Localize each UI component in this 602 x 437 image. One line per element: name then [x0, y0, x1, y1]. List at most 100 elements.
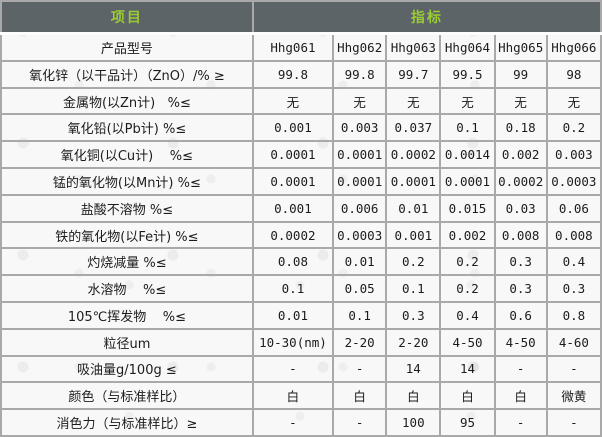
cell-value: 0.01 [385, 193, 442, 223]
row-label: 氧化铜(以Cu计) %≤ [0, 140, 254, 170]
cell-value: 0.01 [251, 300, 335, 330]
cell-value: 0.0003 [332, 220, 388, 250]
cell-value: 0.1 [439, 113, 496, 143]
cell-value: 0.2 [439, 274, 496, 303]
cell-value: 99.8 [251, 59, 335, 89]
cell-value: - [545, 354, 602, 384]
cell-value: 0.05 [332, 274, 388, 303]
cell-value: 0.0001 [385, 167, 442, 196]
cell-value: 0.3 [493, 247, 548, 277]
cell-value: Hhg065 [493, 32, 548, 62]
cell-value: 99.8 [332, 59, 388, 89]
table-row: 锰的氧化物(以Mn计) %≤ 0.0001 0.0001 0.0001 0.0001 0.… [0, 167, 602, 196]
cell-value: 0.002 [439, 220, 496, 250]
row-label: 消色力（与标准样比）≥ [0, 408, 254, 437]
table-row: 吸油量g/100g ≤ - -14 14- - [0, 354, 602, 384]
cell-value: 99 [493, 59, 548, 89]
table-row: 金属物(以Zn计) %≤ 无无无无无无 [0, 86, 602, 116]
cell-value: 0.0003 [545, 167, 602, 196]
table-body: 产品型号 Hhg061 Hhg062 Hhg063 Hhg064 Hhg065 Hhg066… [0, 32, 602, 437]
cell-value: 无 [493, 86, 548, 116]
cell-value: 0.2 [385, 247, 442, 277]
cell-value: 95 [439, 408, 496, 437]
table-row: 盐酸不溶物 %≤ 0.001 0.006 0.01 0.015 0.03 0.06 [0, 193, 602, 223]
row-label: 105℃挥发物 %≤ [0, 300, 254, 330]
cell-value: 14 [439, 354, 496, 384]
table-row: 氧化锌（以干品计）（ZnO）/% ≥99.8 99.8 99.7 99.5 99 98 [0, 59, 602, 89]
cell-value: - [332, 408, 388, 437]
table-row: 水溶物 %≤ 0.1 0.05 0.1 0.2 0.3 0.3 [0, 274, 602, 303]
cell-value: 0.1 [332, 300, 388, 330]
cell-value: 无 [332, 86, 388, 116]
cell-value: 0.01 [332, 247, 388, 277]
cell-value: 0.0002 [385, 140, 442, 170]
cell-value: 0.0001 [251, 140, 335, 170]
cell-value: 白 [493, 381, 548, 411]
row-label: 氧化铅(以Pb计) %≤ [0, 113, 254, 143]
cell-value: Hhg064 [439, 32, 496, 62]
cell-value: 0.037 [385, 113, 442, 143]
table-row: 105℃挥发物 %≤ 0.01 0.1 0.3 0.4 0.6 0.8 [0, 300, 602, 330]
row-label: 产品型号 [0, 32, 254, 62]
table-row: 氧化铜(以Cu计) %≤ 0.0001 0.0001 0.0002 0.0014 0.00… [0, 140, 602, 170]
cell-value: 0.003 [545, 140, 602, 170]
cell-value: - [251, 354, 335, 384]
cell-value: Hhg066 [545, 32, 602, 62]
row-label: 粒径um [0, 327, 254, 357]
cell-value: 0.2 [439, 247, 496, 277]
cell-value: 0.1 [251, 274, 335, 303]
cell-value: 0.06 [545, 193, 602, 223]
cell-value: - [332, 354, 388, 384]
cell-value: 10-30(nm) [251, 327, 335, 357]
cell-value: 无 [385, 86, 442, 116]
cell-value: 白 [385, 381, 442, 411]
cell-value: 0.008 [545, 220, 602, 250]
cell-value: 0.0001 [251, 167, 335, 196]
cell-value: 0.18 [493, 113, 548, 143]
table-row: 产品型号 Hhg061 Hhg062 Hhg063 Hhg064 Hhg065 Hhg066 [0, 32, 602, 62]
cell-value: Hhg063 [385, 32, 442, 62]
row-label: 金属物(以Zn计) %≤ [0, 86, 254, 116]
cell-value: 4-50 [439, 327, 496, 357]
cell-value: 0.0014 [439, 140, 496, 170]
cell-value: 0.3 [385, 300, 442, 330]
cell-value: - [493, 354, 548, 384]
cell-value: 0.1 [385, 274, 442, 303]
cell-value: 0.2 [545, 113, 602, 143]
cell-value: 微黄 [545, 381, 602, 411]
cell-value: 0.001 [251, 193, 335, 223]
cell-value: 0.0001 [439, 167, 496, 196]
table-row: 灼烧减量 %≤ 0.08 0.01 0.2 0.2 0.3 0.4 [0, 247, 602, 277]
cell-value: 0.008 [493, 220, 548, 250]
row-label: 水溶物 %≤ [0, 274, 254, 303]
cell-value: 0.6 [493, 300, 548, 330]
row-label: 盐酸不溶物 %≤ [0, 193, 254, 223]
header-index-cell: 指标 [251, 0, 602, 35]
cell-value: 0.015 [439, 193, 496, 223]
row-label: 吸油量g/100g ≤ [0, 354, 254, 384]
table-row: 消色力（与标准样比）≥ - -100 95- - [0, 408, 602, 437]
table-row: 粒径um 10-30(nm) 2-20 2-20 4-50 4-50 4-60 [0, 327, 602, 357]
row-label: 颜色（与标准样比） [0, 381, 254, 411]
table-row: 铁的氧化物(以Fe计) %≤ 0.0002 0.0003 0.001 0.002 0.00… [0, 220, 602, 250]
cell-value: 白 [439, 381, 496, 411]
row-label: 铁的氧化物(以Fe计) %≤ [0, 220, 254, 250]
cell-value: 4-50 [493, 327, 548, 357]
header-item-cell: 项目 [0, 0, 254, 35]
table-row: 氧化铅(以Pb计) %≤ 0.001 0.003 0.037 0.1 0.18 0.2 [0, 113, 602, 143]
table-header-row: 项目 指标 [0, 0, 602, 35]
cell-value: 0.006 [332, 193, 388, 223]
cell-value: 0.0001 [332, 140, 388, 170]
cell-value: 0.0001 [332, 167, 388, 196]
cell-value: 2-20 [332, 327, 388, 357]
cell-value: 0.001 [385, 220, 442, 250]
cell-value: 0.3 [545, 274, 602, 303]
cell-value: 白 [251, 381, 335, 411]
cell-value: 14 [385, 354, 442, 384]
row-label: 锰的氧化物(以Mn计) %≤ [0, 167, 254, 196]
cell-value: 99.5 [439, 59, 496, 89]
cell-value: 0.002 [493, 140, 548, 170]
cell-value: 0.001 [251, 113, 335, 143]
